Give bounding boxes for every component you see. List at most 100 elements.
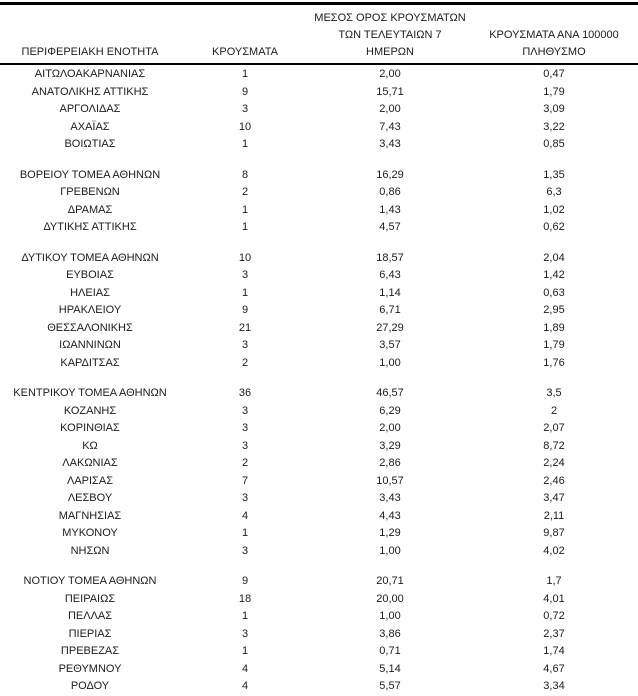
table-row: ΒΟΡΕΙΟΥ ΤΟΜΕΑ ΑΘΗΝΩΝ 8 16,29 1,35 bbox=[0, 167, 638, 185]
cell-7day-average: 15,71 bbox=[376, 85, 404, 98]
table-row: ΜΥΚΟΝΟΥ 1 1,29 9,87 bbox=[0, 525, 638, 543]
cell-7day-average: 4,43 bbox=[379, 509, 401, 522]
cell-7day-average: 5,57 bbox=[379, 680, 401, 692]
cell-per-100k: 8,72 bbox=[543, 439, 565, 452]
cell-cases: 1 bbox=[241, 68, 249, 80]
cell-7day-average: 3,43 bbox=[379, 138, 401, 150]
cell-cases: 18 bbox=[238, 592, 252, 605]
cell-cases: 7 bbox=[241, 474, 249, 487]
cell-per-100k: 2,11 bbox=[543, 509, 565, 522]
cell-cases: 2 bbox=[241, 186, 249, 198]
cell-cases: 36 bbox=[238, 387, 252, 399]
cell-region: ΔΥΤΙΚΟΥ ΤΟΜΕΑ ΑΘΗΝΩΝ bbox=[21, 251, 159, 264]
cell-region: ΡΕΘΥΜΝΟΥ bbox=[58, 662, 122, 675]
cell-cases: 9 bbox=[241, 304, 249, 316]
table-row: ΒΟΙΩΤΙΑΣ 1 3,43 0,85 bbox=[0, 136, 638, 154]
cell-cases: 3 bbox=[241, 269, 249, 281]
cell-region: ΠΡΕΒΕΖΑΣ bbox=[60, 645, 120, 657]
cell-region: ΔΡΑΜΑΣ bbox=[67, 203, 113, 216]
cell-per-100k: 4,67 bbox=[543, 662, 565, 675]
column-header-region: ΠΕΡΙΦΕΡΕΙΑΚΗ ΕΝΟΤΗΤΑ bbox=[21, 46, 159, 58]
cell-per-100k: 3,34 bbox=[543, 680, 565, 692]
cell-region: ΒΟΡΕΙΟΥ ΤΟΜΕΑ ΑΘΗΝΩΝ bbox=[19, 168, 161, 181]
cell-7day-average: 1,00 bbox=[379, 544, 401, 557]
cell-region: ΡΟΔΟΥ bbox=[70, 680, 110, 692]
cell-per-100k: 4,02 bbox=[543, 544, 565, 557]
cell-7day-average: 1,00 bbox=[379, 356, 401, 369]
cell-7day-average: 1,29 bbox=[379, 527, 401, 539]
cell-7day-average: 20,00 bbox=[376, 592, 404, 605]
cell-cases: 3 bbox=[241, 103, 249, 115]
column-header-cases: ΚΡΟΥΣΜΑΤΑ bbox=[212, 46, 278, 58]
table-body: ΑΙΤΩΛΟΑΚΑΡΝΑΝΙΑΣ 1 2,00 0,47 ΑΝΑΤΟΛΙΚΗΣ ΑΤΤΙ… bbox=[0, 65, 638, 696]
cell-7day-average: 10,57 bbox=[376, 474, 404, 487]
table-row: ΡΕΘΥΜΝΟΥ 4 5,14 4,67 bbox=[0, 661, 638, 679]
cell-cases: 9 bbox=[241, 85, 249, 98]
cell-per-100k: 1,79 bbox=[543, 339, 565, 351]
cell-cases: 1 bbox=[241, 138, 249, 150]
cell-7day-average: 6,43 bbox=[379, 269, 401, 281]
cell-7day-average: 2,00 bbox=[379, 422, 401, 434]
table-row: ΚΕΝΤΡΙΚΟΥ ΤΟΜΕΑ ΑΘΗΝΩΝ 36 46,57 3,5 bbox=[0, 385, 638, 403]
cell-per-100k: 2,95 bbox=[543, 304, 565, 316]
cell-region: ΒΟΙΩΤΙΑΣ bbox=[64, 138, 116, 150]
cell-7day-average: 6,29 bbox=[379, 404, 401, 417]
cell-region: ΘΕΣΣΑΛΟΝΙΚΗΣ bbox=[47, 321, 133, 334]
cell-per-100k: 1,02 bbox=[543, 203, 565, 216]
cell-per-100k: 2,04 bbox=[543, 251, 565, 264]
cell-region: ΚΩ bbox=[82, 439, 98, 452]
cell-7day-average: 5,14 bbox=[379, 662, 401, 675]
cell-7day-average: 1,00 bbox=[379, 610, 401, 622]
cell-region: ΛΑΡΙΣΑΣ bbox=[66, 474, 113, 487]
cell-region: ΝΗΣΩΝ bbox=[70, 544, 110, 557]
table-row: ΔΥΤΙΚΗΣ ΑΤΤΙΚΗΣ 1 4,57 0,62 bbox=[0, 219, 638, 237]
cell-region: ΑΧΑΪΑΣ bbox=[70, 120, 110, 133]
cell-cases: 10 bbox=[238, 120, 252, 133]
cell-cases: 2 bbox=[241, 356, 249, 369]
cell-region: ΝΟΤΙΟΥ ΤΟΜΕΑ ΑΘΗΝΩΝ bbox=[23, 575, 157, 587]
cell-region: ΗΡΑΚΛΕΙΟΥ bbox=[58, 304, 122, 316]
cell-per-100k: 3,09 bbox=[543, 103, 565, 115]
column-header-7day-average: ΜΕΣΟΣ ΟΡΟΣ ΚΡΟΥΣΜΑΤΩΝ ΤΩΝ ΤΕΛΕΥΤΑΙΩΝ 7 Η… bbox=[314, 12, 466, 58]
cell-cases: 8 bbox=[241, 168, 249, 181]
cell-per-100k: 2,46 bbox=[543, 474, 565, 487]
cell-cases: 3 bbox=[241, 339, 249, 351]
cell-per-100k: 3,22 bbox=[543, 120, 565, 133]
cell-region: ΑΡΓΟΛΙΔΑΣ bbox=[59, 103, 121, 115]
cell-cases: 3 bbox=[241, 544, 249, 557]
cell-region: ΠΙΕΡΙΑΣ bbox=[68, 627, 112, 640]
cell-per-100k: 1,7 bbox=[546, 575, 562, 587]
cell-region: ΕΥΒΟΙΑΣ bbox=[66, 269, 114, 281]
group-gap bbox=[0, 560, 638, 573]
table-row: ΝΗΣΩΝ 3 1,00 4,02 bbox=[0, 543, 638, 561]
table-row: ΚΩ 3 3,29 8,72 bbox=[0, 438, 638, 456]
group-gap bbox=[0, 154, 638, 167]
cell-per-100k: 1,35 bbox=[543, 168, 565, 181]
table-row: ΔΥΤΙΚΟΥ ΤΟΜΕΑ ΑΘΗΝΩΝ 10 18,57 2,04 bbox=[0, 250, 638, 268]
table-row: ΠΙΕΡΙΑΣ 3 3,86 2,37 bbox=[0, 626, 638, 644]
table-row: ΝΟΤΙΟΥ ΤΟΜΕΑ ΑΘΗΝΩΝ 9 20,71 1,7 bbox=[0, 573, 638, 591]
cell-per-100k: 2,07 bbox=[543, 422, 565, 434]
table-row: ΔΡΑΜΑΣ 1 1,43 1,02 bbox=[0, 202, 638, 220]
group-gap bbox=[0, 372, 638, 385]
cell-7day-average: 3,57 bbox=[379, 339, 401, 351]
table-row: ΕΥΒΟΙΑΣ 3 6,43 1,42 bbox=[0, 267, 638, 285]
cell-region: ΛΕΣΒΟΥ bbox=[67, 492, 113, 504]
table-row: ΑΡΓΟΛΙΔΑΣ 3 2,00 3,09 bbox=[0, 101, 638, 119]
cell-cases: 1 bbox=[241, 645, 249, 657]
cell-region: ΑΝΑΤΟΛΙΚΗΣ ΑΤΤΙΚΗΣ bbox=[31, 85, 149, 98]
cell-per-100k: 2,37 bbox=[543, 627, 565, 640]
cell-7day-average: 0,86 bbox=[379, 186, 401, 198]
cell-per-100k: 0,47 bbox=[543, 68, 565, 80]
cell-per-100k: 3,47 bbox=[543, 492, 565, 504]
cell-7day-average: 2,00 bbox=[379, 103, 401, 115]
table-row: ΑΝΑΤΟΛΙΚΗΣ ΑΤΤΙΚΗΣ 9 15,71 1,79 bbox=[0, 84, 638, 102]
table-row: ΛΕΣΒΟΥ 3 3,43 3,47 bbox=[0, 490, 638, 508]
cell-per-100k: 3,5 bbox=[546, 387, 562, 399]
table-row: ΗΛΕΙΑΣ 1 1,14 0,63 bbox=[0, 285, 638, 303]
cell-per-100k: 1,76 bbox=[543, 356, 565, 369]
cell-region: ΚΕΝΤΡΙΚΟΥ ΤΟΜΕΑ ΑΘΗΝΩΝ bbox=[13, 387, 167, 399]
cell-cases: 3 bbox=[241, 492, 249, 504]
table-row: ΛΑΡΙΣΑΣ 7 10,57 2,46 bbox=[0, 473, 638, 491]
